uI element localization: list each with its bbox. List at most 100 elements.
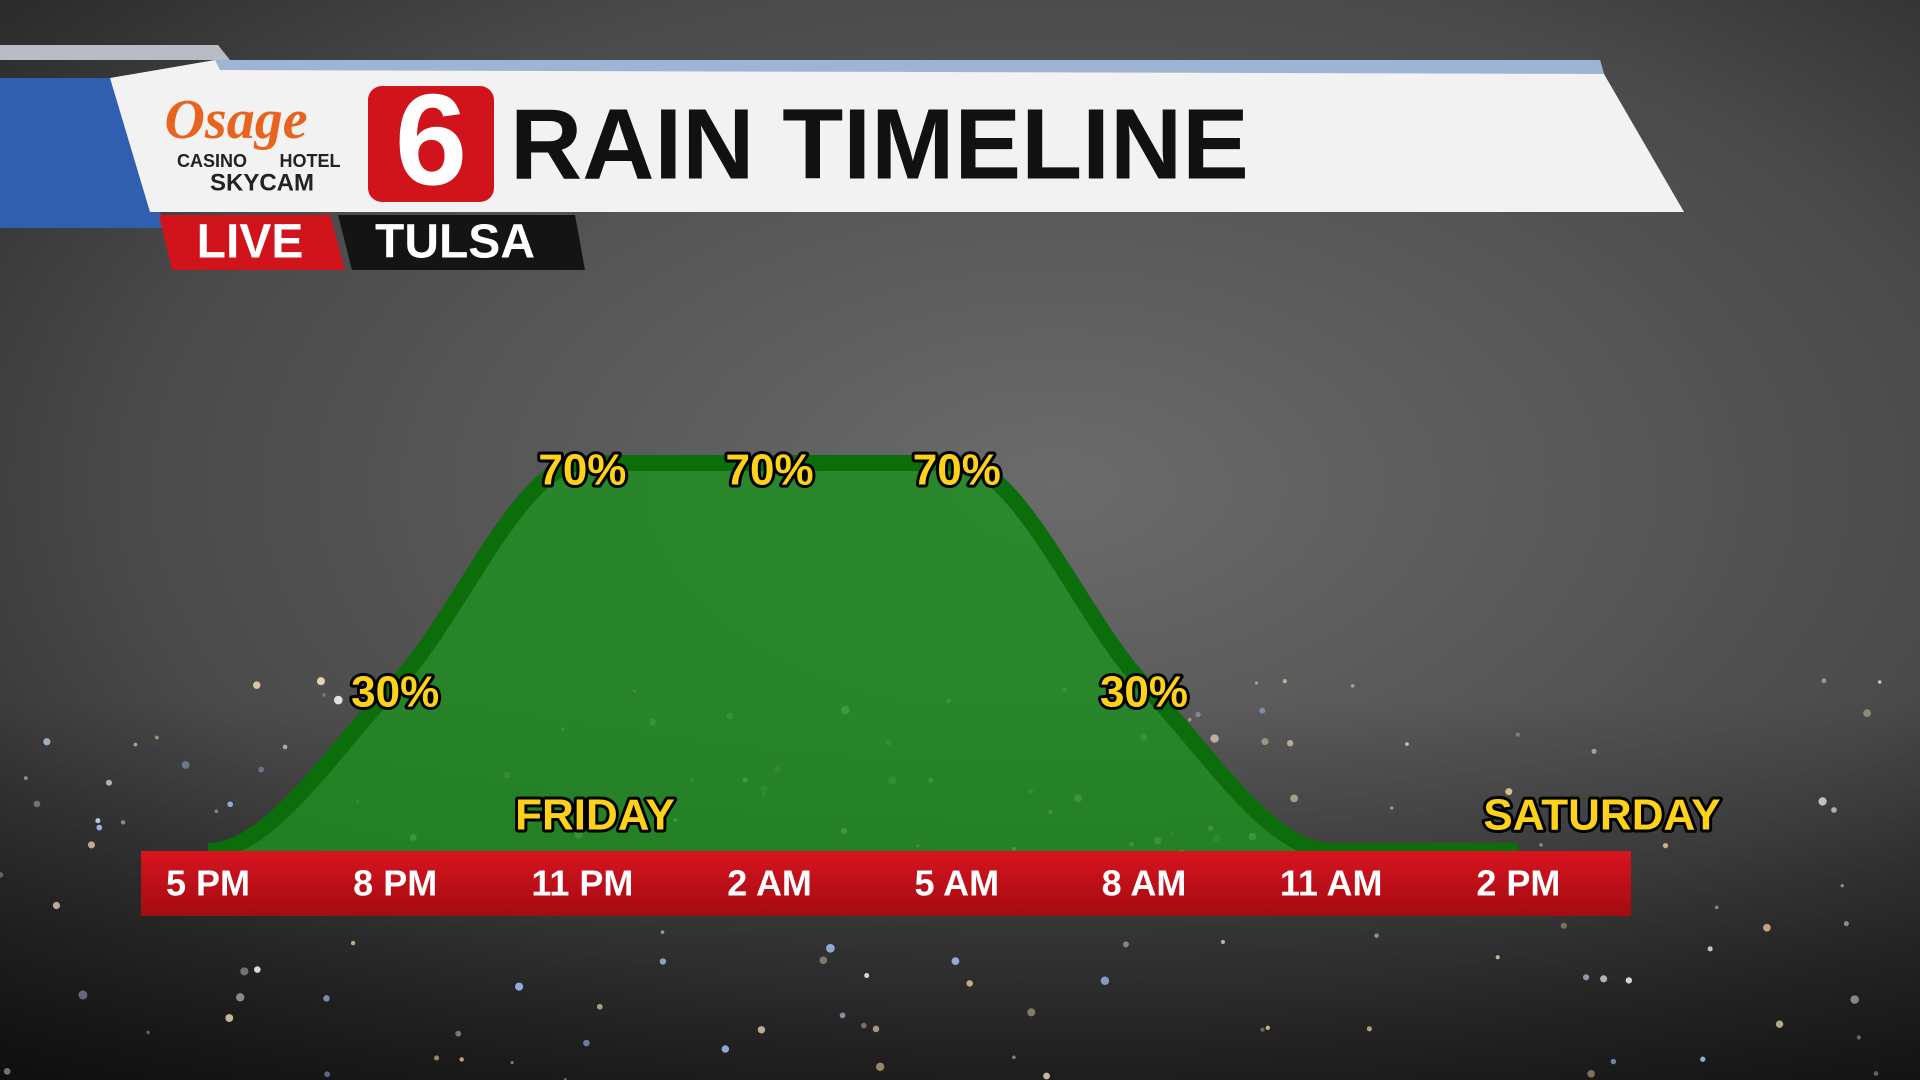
city-light [864, 973, 870, 979]
city-light [1495, 955, 1500, 960]
day-label: SATURDAY [1483, 791, 1720, 840]
city-light [1863, 709, 1872, 718]
city-light [1290, 794, 1299, 803]
city-light [1831, 807, 1837, 813]
city-light [1843, 921, 1849, 927]
city-light [133, 742, 138, 747]
city-light [0, 871, 4, 878]
city-light [323, 995, 330, 1002]
value-label: 70% [726, 446, 814, 495]
city-light [1505, 788, 1513, 796]
city-light [433, 1055, 440, 1061]
rain-line [207, 454, 1519, 860]
city-light [1254, 681, 1259, 685]
city-light [1100, 976, 1110, 985]
time-bar [141, 851, 1631, 916]
city-light [1840, 884, 1844, 888]
city-light [120, 820, 126, 825]
city-light [1560, 922, 1567, 929]
logo-skycam: SKYCAM [210, 169, 314, 196]
city-light [1625, 977, 1633, 984]
city-light [819, 956, 828, 965]
city-light [563, 1077, 567, 1080]
city-light [1818, 797, 1827, 806]
city-light [1600, 975, 1608, 983]
city-light [214, 809, 219, 814]
city-light [1515, 732, 1520, 737]
city-light [1850, 995, 1859, 1004]
live-label: LIVE [197, 216, 304, 269]
city-light [721, 1045, 730, 1053]
city-light [96, 824, 103, 831]
city-light [510, 1061, 514, 1065]
city-light [1012, 1055, 1016, 1060]
city-light [87, 841, 96, 849]
location-box [338, 215, 585, 270]
city-light [1703, 815, 1708, 821]
city-light [659, 958, 667, 965]
city-light [1220, 939, 1226, 945]
city-light [1405, 742, 1409, 746]
city-light [1587, 1070, 1595, 1078]
city-light [872, 1025, 880, 1033]
value-label: 70% [538, 446, 626, 495]
title: RAIN TIMELINE [510, 88, 1249, 200]
city-light [253, 681, 261, 689]
logo-casino: CASINO [177, 151, 247, 171]
city-light [106, 779, 112, 786]
city-light [1210, 734, 1219, 743]
city-light [254, 966, 261, 973]
city-light [1027, 1008, 1036, 1017]
city-light [146, 1030, 150, 1035]
time-label: 8 AM [1102, 863, 1187, 904]
city-light [583, 1039, 590, 1047]
city-light [1610, 1058, 1617, 1065]
channel-logo [368, 86, 494, 202]
city-light [1856, 1035, 1862, 1040]
city-light [757, 1026, 766, 1034]
time-label: 8 PM [353, 863, 437, 904]
city-light [324, 1071, 330, 1078]
city-light [225, 1014, 234, 1022]
banner-strip [0, 45, 230, 60]
city-light [1714, 905, 1719, 910]
city-light [660, 930, 665, 934]
banner-edge [215, 60, 1604, 74]
city-light [1775, 1020, 1784, 1028]
city-light [33, 800, 41, 808]
city-light [825, 943, 835, 953]
time-label: 11 AM [1280, 863, 1383, 904]
value-label: 70% [913, 446, 1001, 495]
city-light [1261, 738, 1269, 746]
city-light [43, 738, 51, 746]
banner [110, 60, 1684, 212]
city-light [236, 993, 245, 1002]
city-light [1282, 679, 1287, 684]
city-light [350, 940, 356, 946]
time-label: 5 AM [914, 863, 999, 904]
logo-script: Osage [164, 89, 307, 151]
value-label: 30% [351, 667, 439, 716]
city-light [154, 735, 159, 740]
city-light [839, 1012, 846, 1019]
city-light [95, 818, 101, 824]
city-light [1662, 843, 1669, 849]
city-light [23, 776, 28, 781]
city-light [1260, 1027, 1265, 1032]
city-light [1873, 1071, 1879, 1076]
city-light [861, 1022, 867, 1029]
rain-area [208, 463, 1519, 851]
city-light [455, 1030, 462, 1037]
city-light [1195, 711, 1201, 718]
city-light [1366, 1026, 1372, 1032]
value-label: 30% [1100, 667, 1188, 716]
city-light [459, 1057, 464, 1062]
city-light [240, 967, 249, 976]
city-light [1700, 1056, 1706, 1062]
city-light [1374, 933, 1379, 938]
city-light [1187, 718, 1192, 722]
city-light [78, 990, 88, 1000]
city-light [951, 957, 960, 965]
city-light [1539, 843, 1543, 847]
